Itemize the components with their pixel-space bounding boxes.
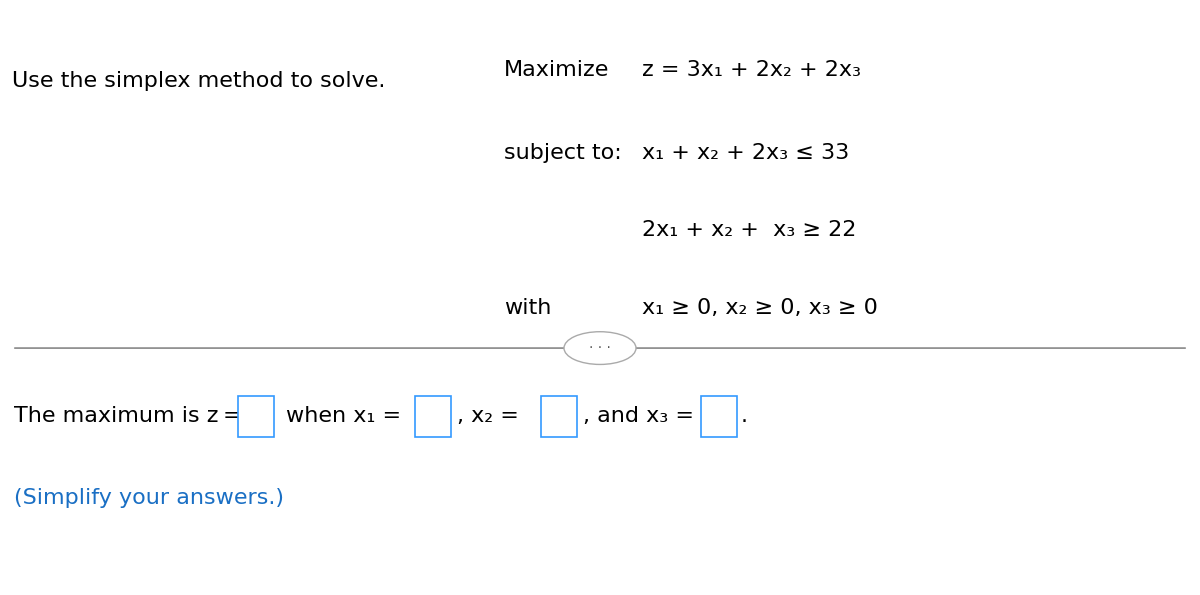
Text: , and x₃ =: , and x₃ = bbox=[583, 406, 694, 427]
Text: x₁ + x₂ + 2x₃ ≤ 33: x₁ + x₂ + 2x₃ ≤ 33 bbox=[642, 143, 850, 163]
FancyBboxPatch shape bbox=[541, 396, 577, 437]
FancyBboxPatch shape bbox=[701, 396, 737, 437]
Text: (Simplify your answers.): (Simplify your answers.) bbox=[14, 488, 284, 508]
Text: , x₂ =: , x₂ = bbox=[457, 406, 520, 427]
Text: Maximize: Maximize bbox=[504, 60, 610, 80]
FancyBboxPatch shape bbox=[238, 396, 274, 437]
Text: x₁ ≥ 0, x₂ ≥ 0, x₃ ≥ 0: x₁ ≥ 0, x₂ ≥ 0, x₃ ≥ 0 bbox=[642, 298, 878, 318]
Text: z = 3x₁ + 2x₂ + 2x₃: z = 3x₁ + 2x₂ + 2x₃ bbox=[642, 60, 862, 80]
Text: · · ·: · · · bbox=[589, 341, 611, 355]
Text: The maximum is z =: The maximum is z = bbox=[14, 406, 242, 427]
Text: when x₁ =: when x₁ = bbox=[286, 406, 401, 427]
Text: 2x₁ + x₂ +  x₃ ≥ 22: 2x₁ + x₂ + x₃ ≥ 22 bbox=[642, 220, 857, 240]
Text: subject to:: subject to: bbox=[504, 143, 622, 163]
Text: .: . bbox=[740, 406, 748, 427]
Text: with: with bbox=[504, 298, 551, 318]
Text: Use the simplex method to solve.: Use the simplex method to solve. bbox=[12, 71, 385, 92]
Ellipse shape bbox=[564, 332, 636, 364]
FancyBboxPatch shape bbox=[415, 396, 451, 437]
